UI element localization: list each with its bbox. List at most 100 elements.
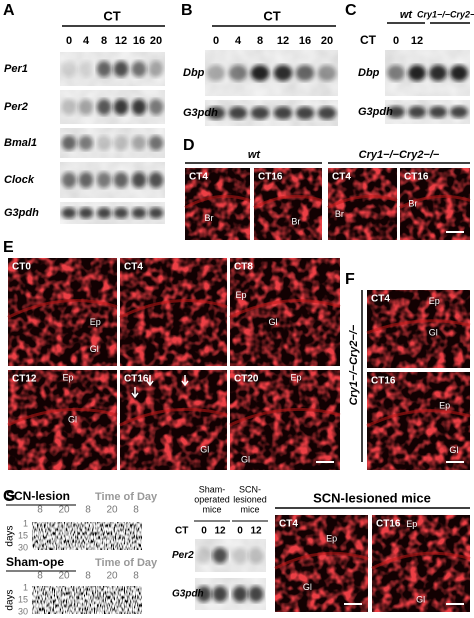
gene-label: Clock xyxy=(4,174,35,186)
band xyxy=(317,106,337,120)
band xyxy=(408,65,426,81)
region-label: Ep xyxy=(236,290,247,300)
region-label: Br xyxy=(291,216,300,226)
band xyxy=(61,61,77,77)
region-label: Gl xyxy=(449,445,458,455)
axis-header: CT xyxy=(103,8,120,23)
gene-label: Per2 xyxy=(172,550,194,561)
blot xyxy=(60,52,165,86)
tissue-layer xyxy=(327,194,398,209)
axis-title: Time of Day xyxy=(95,491,158,503)
band xyxy=(295,65,315,81)
panel-letter: C xyxy=(345,2,357,19)
gene-label: Bmal1 xyxy=(4,137,37,149)
tissue-layer xyxy=(7,407,118,427)
region-label: Br xyxy=(205,213,214,223)
region-label: Ep xyxy=(439,401,450,411)
tissue-layer xyxy=(366,409,471,428)
band xyxy=(273,106,293,120)
tissue-layer xyxy=(119,407,228,427)
micrograph-signal xyxy=(230,370,340,470)
x-tick-label: 8 xyxy=(85,505,91,516)
x-tick-label: 8 xyxy=(37,571,43,582)
band xyxy=(61,99,77,115)
image-label: CT4 xyxy=(124,262,143,273)
x-tick-label: 8 xyxy=(37,505,43,516)
blot xyxy=(60,128,165,158)
group-label: SCN- xyxy=(239,484,261,494)
time-label: 0 xyxy=(213,35,219,47)
y-tick-label: 30 xyxy=(18,542,28,552)
band xyxy=(273,65,293,81)
time-label: 16 xyxy=(133,35,145,47)
band xyxy=(131,61,147,77)
image-label: CT16 xyxy=(258,172,283,183)
band xyxy=(96,135,112,151)
blot xyxy=(205,100,338,126)
blot xyxy=(60,202,165,224)
band xyxy=(78,99,94,115)
micrograph-signal xyxy=(120,370,227,470)
band xyxy=(113,99,129,115)
time-label: 0 xyxy=(201,526,207,537)
band xyxy=(429,106,447,118)
region-label: Br xyxy=(335,209,344,219)
band xyxy=(196,586,212,602)
band xyxy=(78,207,94,219)
micrograph-signal xyxy=(367,372,470,470)
group-label: mice xyxy=(202,504,221,514)
tissue-layer xyxy=(399,194,471,209)
blot xyxy=(60,90,165,124)
band xyxy=(148,135,164,151)
band xyxy=(96,61,112,77)
x-tick-label: 8 xyxy=(85,571,91,582)
band xyxy=(317,65,337,81)
band xyxy=(206,106,226,120)
band xyxy=(113,135,129,151)
axis-header: CT xyxy=(360,33,377,47)
band xyxy=(387,65,405,81)
gene-label: Per1 xyxy=(4,63,28,75)
band xyxy=(61,135,77,151)
region-label: Gl xyxy=(429,327,438,337)
axis-title: days xyxy=(5,525,16,546)
band xyxy=(228,65,248,81)
band xyxy=(148,99,164,115)
gene-label: G3pdh xyxy=(358,106,393,118)
x-tick-label: 20 xyxy=(106,571,118,582)
band xyxy=(113,207,129,219)
band xyxy=(131,207,147,219)
region-label: Gl xyxy=(269,317,278,327)
band xyxy=(131,99,147,115)
tissue-layer xyxy=(119,299,228,319)
band xyxy=(295,106,315,120)
image-label: CT16 xyxy=(404,172,429,183)
band xyxy=(148,61,164,77)
region-label: Gl xyxy=(90,344,99,354)
region-label: Br xyxy=(408,198,417,208)
group-label: wt xyxy=(400,9,414,21)
time-label: 12 xyxy=(115,35,127,47)
image-label: CT12 xyxy=(12,374,37,385)
time-label: 8 xyxy=(257,35,263,47)
gene-label: Dbp xyxy=(183,67,205,79)
group-label: Cry1−/−Cry2−/− xyxy=(359,149,440,161)
group-label: wt xyxy=(248,149,262,161)
time-label: 12 xyxy=(411,35,423,47)
time-label: 4 xyxy=(83,35,90,47)
gene-label: G3pdh xyxy=(172,589,204,600)
tissue-layer xyxy=(366,319,471,335)
time-label: 0 xyxy=(237,526,243,537)
image-label: CT4 xyxy=(332,172,351,183)
band xyxy=(232,586,248,602)
actogram xyxy=(32,586,142,614)
time-label: 0 xyxy=(393,35,399,47)
band xyxy=(61,172,77,188)
tissue-layer xyxy=(184,194,251,209)
tissue-layer xyxy=(229,407,341,427)
actogram-title: SCN-lesion xyxy=(6,489,70,503)
band xyxy=(196,547,212,564)
band xyxy=(78,172,94,188)
band xyxy=(206,65,226,81)
region-label: Ep xyxy=(429,296,440,306)
